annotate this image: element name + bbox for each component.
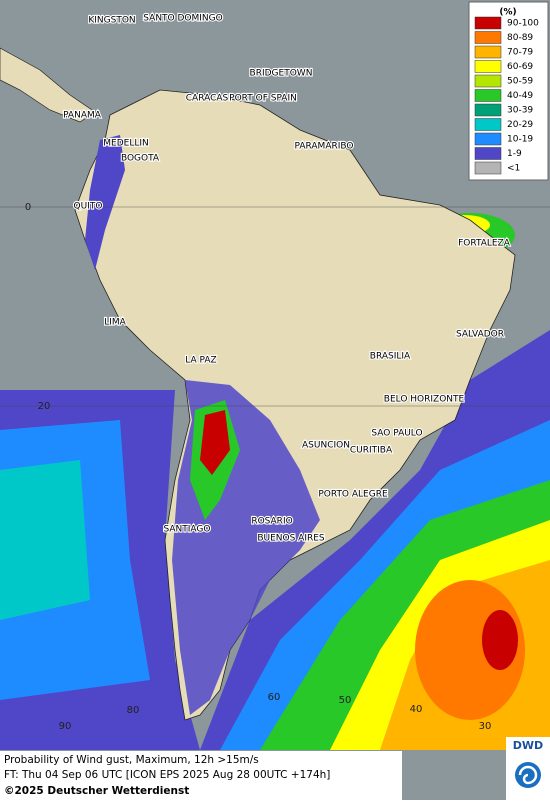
footer-box <box>0 751 402 800</box>
city-label: LIMA <box>104 318 126 328</box>
legend-label: 1-9 <box>507 149 522 159</box>
legend-swatch <box>474 132 502 146</box>
grid-label: 40 <box>410 704 423 715</box>
legend-label: 80-89 <box>507 33 533 43</box>
footer-line: Probability of Wind gust, Maximum, 12h >… <box>4 754 259 766</box>
city-label: ASUNCION <box>302 441 350 451</box>
grid-label: 80 <box>127 705 140 716</box>
legend-label: 90-100 <box>507 19 539 29</box>
city-label: BUENOS AIRES <box>257 534 325 544</box>
city-label: QUITO <box>74 202 103 212</box>
legend-swatch <box>474 103 502 117</box>
city-label: LA PAZ <box>185 356 216 366</box>
city-label: BELO HORIZONTE <box>384 395 465 405</box>
field <box>0 460 90 620</box>
city-label: BRASILIA <box>370 352 411 362</box>
land <box>0 47 96 123</box>
grid-label: 0 <box>25 202 31 213</box>
legend-title: (%) <box>499 8 516 18</box>
logo-swirl <box>518 765 538 785</box>
city-label: BOGOTA <box>121 154 160 164</box>
copyright: ©2025 Deutscher Wetterdienst <box>4 785 189 797</box>
legend-label: 10-19 <box>507 135 533 145</box>
grid-label: 30 <box>479 721 492 732</box>
grid-label: 20 <box>38 401 51 412</box>
city-label: PORTO ALEGRE <box>318 490 388 500</box>
field <box>85 135 125 270</box>
legend-swatch <box>474 89 502 102</box>
legend-swatch <box>474 118 502 131</box>
grid-label: 90 <box>59 721 72 732</box>
legend-label: 60-69 <box>507 62 533 72</box>
footer-line: FT: Thu 04 Sep 06 UTC [ICON EPS 2025 Aug… <box>4 769 330 781</box>
legend-swatch <box>474 147 502 160</box>
legend-swatch <box>474 45 502 59</box>
grid-label: 60 <box>268 692 281 703</box>
legend-label: 20-29 <box>507 120 533 130</box>
legend-swatch <box>474 60 502 73</box>
city-label: PORT OF SPAIN <box>229 94 297 104</box>
city-label: SANTIAGO <box>164 525 211 535</box>
city-label: CARACAS <box>186 94 229 104</box>
legend-label: <1 <box>507 164 520 174</box>
city-label: ROSARIO <box>251 517 292 527</box>
city-label: SANTO DOMINGO <box>143 14 222 24</box>
field <box>482 610 518 670</box>
logo-text: DWD <box>513 739 543 752</box>
city-label: PANAMA <box>63 111 102 121</box>
field <box>200 410 230 475</box>
legend-label: 70-79 <box>507 48 533 58</box>
legend-swatch <box>474 16 502 30</box>
city-label: PARAMARIBO <box>295 142 354 152</box>
grid-label: 50 <box>339 695 352 706</box>
city-label: SAO PAULO <box>371 429 422 439</box>
legend-label: 30-39 <box>507 106 533 116</box>
legend-swatch <box>474 74 502 88</box>
city-label: KINGSTON <box>88 16 135 26</box>
city-label: FORTALEZA <box>458 239 511 249</box>
city-label: SALVADOR <box>456 330 504 340</box>
city-label: BRIDGETOWN <box>250 69 313 79</box>
legend-swatch <box>474 31 502 44</box>
city-label: CURITIBA <box>350 446 393 456</box>
legend: 90-100 80-89 70-79 60-69 50-59 40-49 30-39 20-2… <box>474 16 539 175</box>
legend-label: 40-49 <box>507 91 533 101</box>
city-label: MEDELLIN <box>103 139 148 149</box>
legend-swatch <box>474 161 502 175</box>
legend-label: 50-59 <box>507 77 533 87</box>
